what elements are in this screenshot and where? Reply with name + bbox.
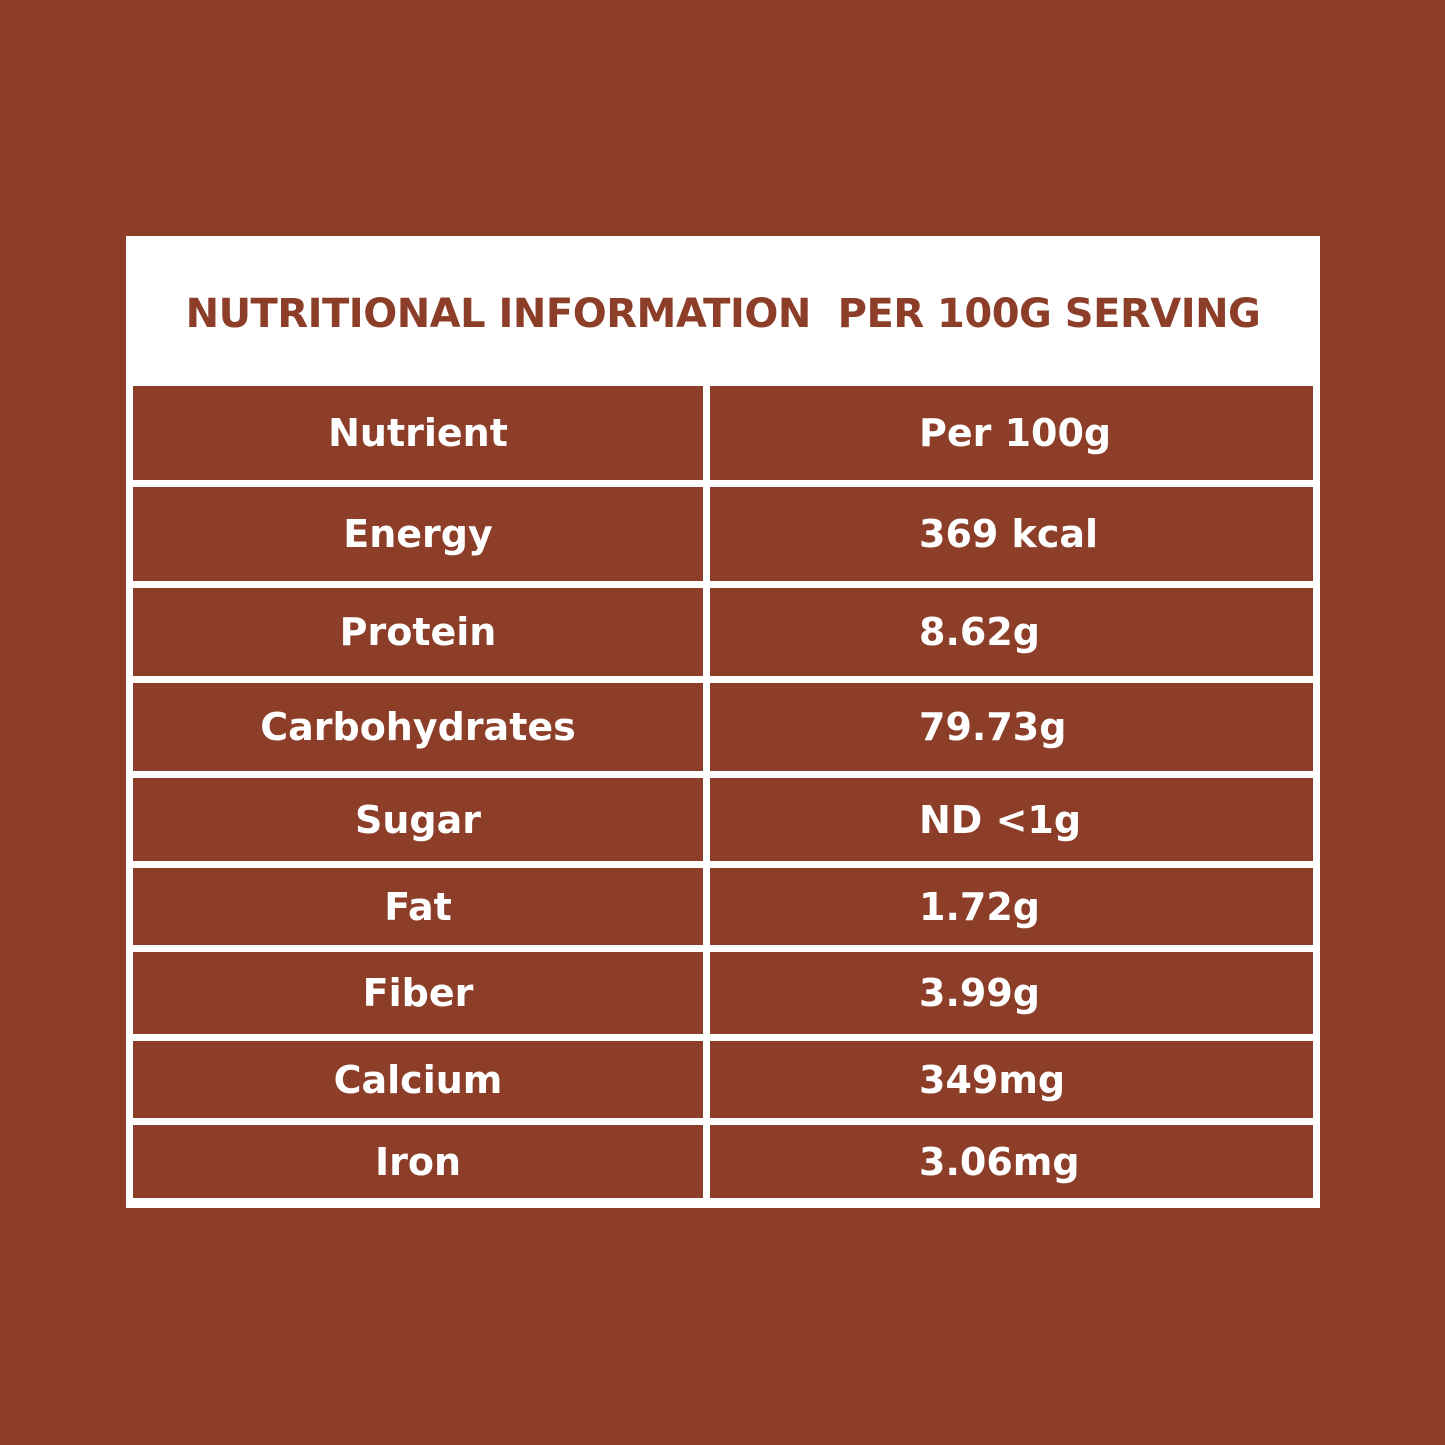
- nutrient-cell: Calcium: [133, 1041, 703, 1118]
- amount-cell: Per 100g: [710, 386, 1313, 480]
- table-row: Calcium 349mg: [133, 1041, 1313, 1118]
- nutrient-cell: Protein: [133, 588, 703, 676]
- header-row: Nutrient Per 100g: [133, 386, 1313, 480]
- amount-cell: ND <1g: [710, 778, 1313, 861]
- amount-cell: 3.99g: [710, 952, 1313, 1034]
- amount-cell: 79.73g: [710, 683, 1313, 771]
- amount-cell: 8.62g: [710, 588, 1313, 676]
- table-row: Sugar ND <1g: [133, 778, 1313, 861]
- nutrient-cell: Carbohydrates: [133, 683, 703, 771]
- table-row: Iron 3.06mg: [133, 1125, 1313, 1198]
- table-row: Energy 369 kcal: [133, 487, 1313, 581]
- amount-cell: 369 kcal: [710, 487, 1313, 581]
- table-row: Carbohydrates 79.73g: [133, 683, 1313, 771]
- nutrient-cell: Fiber: [133, 952, 703, 1034]
- nutrient-cell: Nutrient: [133, 386, 703, 480]
- panel: NUTRITIONAL INFORMATION PER 100G SERVING…: [126, 236, 1320, 1208]
- table-row: Protein 8.62g: [133, 588, 1313, 676]
- nutrient-cell: Energy: [133, 487, 703, 581]
- nutrient-cell: Iron: [133, 1125, 703, 1198]
- amount-cell: 3.06mg: [710, 1125, 1313, 1198]
- title: NUTRITIONAL INFORMATION PER 100G SERVING: [185, 291, 1261, 337]
- table-row: Fiber 3.99g: [133, 952, 1313, 1034]
- nutrient-cell: Fat: [133, 868, 703, 945]
- nutrient-cell: Sugar: [133, 778, 703, 861]
- amount-cell: 349mg: [710, 1041, 1313, 1118]
- table-row: Fat 1.72g: [133, 868, 1313, 945]
- amount-cell: 1.72g: [710, 868, 1313, 945]
- nutrition-table: Nutrient Per 100g Energy 369 kcal Protein 8.6…: [126, 379, 1320, 1205]
